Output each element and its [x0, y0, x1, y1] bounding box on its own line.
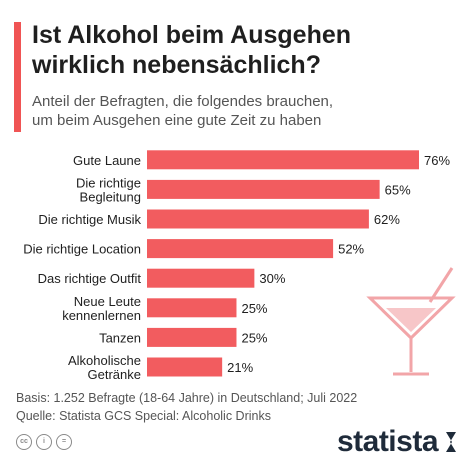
bar-7 — [147, 357, 223, 377]
bar-5 — [147, 298, 237, 318]
category-label-7: Alkoholische Getränke — [68, 353, 141, 382]
bar-6 — [147, 327, 237, 347]
value-label-7: 21% — [227, 360, 253, 375]
subtitle-line-1: Anteil der Befragten, die folgendes brau… — [32, 93, 334, 110]
glass-liquid — [386, 308, 436, 332]
glass-bowl — [366, 296, 456, 341]
cocktail-glass-illustration — [366, 267, 456, 376]
moon-garnish-icon — [397, 268, 428, 298]
title-line-2: wirklich nebensächlich? — [32, 51, 321, 79]
source-note: Quelle: Statista GCS Special: Alcoholic … — [16, 409, 271, 423]
glass-straw — [428, 267, 454, 303]
value-label-4: 30% — [259, 271, 285, 286]
brand-name: statista — [336, 425, 439, 458]
statista-logo-icon — [446, 432, 456, 452]
category-label-1: Die richtige Begleitung — [76, 175, 141, 204]
bar-3 — [147, 239, 334, 259]
person-icon[interactable]: i — [36, 434, 52, 450]
source-notes: Basis: 1.252 Befragte (18-64 Jahre) in D… — [16, 389, 357, 425]
value-label-1: 65% — [385, 182, 411, 197]
statista-logo[interactable]: statista — [337, 425, 458, 459]
title-line-1: Ist Alkohol beim Ausgehen — [32, 21, 352, 49]
value-label-0: 76% — [424, 153, 450, 168]
chart-title: Ist Alkohol beim Ausgehen wirklich neben… — [32, 20, 452, 80]
value-label-5: 25% — [241, 301, 267, 316]
basis-note: Basis: 1.252 Befragte (18-64 Jahre) in D… — [16, 391, 358, 405]
bar-4 — [147, 268, 255, 288]
value-label-3: 52% — [338, 242, 364, 257]
equals-icon[interactable]: = — [56, 434, 72, 450]
bar-2 — [147, 209, 369, 229]
bar-0 — [147, 150, 419, 170]
category-label-5: Neue Leute kennenlernen — [62, 294, 141, 323]
category-label-6: Tanzen — [99, 330, 141, 345]
title-accent-bar — [14, 22, 21, 132]
license-icons: cc i = — [16, 434, 72, 450]
chart-subtitle: Anteil der Befragten, die folgendes brau… — [32, 92, 452, 130]
category-label-2: Die richtige Musik — [38, 212, 141, 227]
category-label-4: Das richtige Outfit — [38, 271, 142, 286]
value-label-2: 62% — [374, 212, 400, 227]
cc-icon[interactable]: cc — [16, 434, 32, 450]
category-label-0: Gute Laune — [73, 153, 141, 168]
subtitle-line-2: um beim Ausgehen eine gute Zeit zu haben — [32, 112, 322, 129]
bar-1 — [147, 179, 380, 199]
value-label-6: 25% — [241, 330, 267, 345]
category-label-3: Die richtige Location — [23, 242, 141, 257]
